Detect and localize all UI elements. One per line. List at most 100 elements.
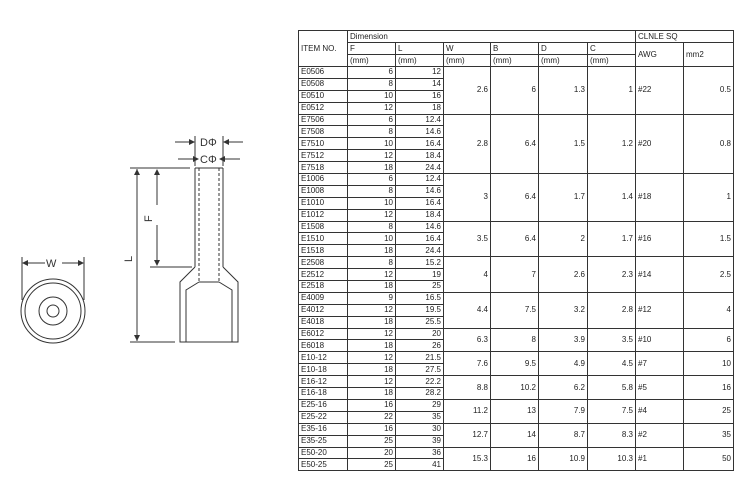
l-cell: 22.2: [395, 375, 444, 389]
d-cell: 1.3: [538, 66, 588, 115]
unit-d: (mm): [538, 54, 588, 67]
unit-l: (mm): [395, 54, 444, 67]
table-row: E4012 12 19.5: [298, 303, 734, 317]
f-cell: 12: [347, 375, 396, 389]
l-cell: 16.4: [395, 137, 444, 151]
b-cell: 10.2: [490, 375, 539, 400]
l-label: L: [123, 256, 135, 262]
item-no-cell: E0510: [298, 89, 348, 103]
item-no-cell: E2508: [298, 256, 348, 270]
l-cell: 14.6: [395, 220, 444, 234]
item-no-cell: E2512: [298, 268, 348, 282]
w-cell: 6.3: [443, 327, 491, 353]
w-cell: 8.8: [443, 375, 491, 400]
l-cell: 36: [395, 446, 444, 460]
d-cell: 1.7: [538, 173, 588, 222]
b-cell: 6.4: [490, 220, 539, 258]
awg-cell: #20: [635, 113, 684, 175]
w-cell: 12.7: [443, 422, 491, 448]
l-cell: 18.4: [395, 208, 444, 222]
d-cell: 3.9: [538, 327, 588, 353]
item-no-cell: E0512: [298, 101, 348, 115]
item-no-cell: E1010: [298, 196, 348, 210]
table-row: E2518 18 25: [298, 280, 734, 293]
col-header-w: W: [443, 42, 491, 55]
table-row: E25-16 16 29 11.2 13 7.9 7.5 #4 25: [298, 398, 734, 424]
f-cell: 6: [347, 113, 396, 127]
c-cell: 10.3: [587, 446, 636, 472]
d-cell: 3.2: [538, 291, 588, 329]
mm2-cell: 4: [683, 291, 734, 329]
f-cell: 18: [347, 387, 396, 400]
c-cell: 2.8: [587, 291, 636, 329]
w-cell: 15.3: [443, 446, 491, 472]
cross-section-header: CLNLE SQ: [635, 30, 734, 43]
item-no-header: ITEM NO.: [298, 30, 348, 67]
col-header-d: D: [538, 42, 588, 55]
l-cell: 15.2: [395, 256, 444, 270]
l-cell: 24.4: [395, 161, 444, 175]
f-cell: 10: [347, 89, 396, 103]
l-cell: 20: [395, 327, 444, 341]
c-cell: 4.5: [587, 351, 636, 377]
c-cell: 1.4: [587, 173, 636, 222]
item-no-cell: E35-16: [298, 422, 348, 436]
table-row: E7518 18 24.4: [298, 161, 734, 175]
l-cell: 25.5: [395, 315, 444, 329]
item-no-cell: E7506: [298, 113, 348, 127]
table-row: E2512 12 19: [298, 268, 734, 282]
table-row: E7512 12 18.4: [298, 149, 734, 163]
table-row: E10-12 12 21.5 7.6 9.5 4.9 4.5 #7 10: [298, 351, 734, 377]
d-cell: 2.6: [538, 256, 588, 293]
item-no-cell: E35-25: [298, 434, 348, 448]
f-cell: 12: [347, 208, 396, 222]
d-cell: 1.5: [538, 113, 588, 175]
mm2-cell: 0.8: [683, 113, 734, 175]
w-cell: 4: [443, 256, 491, 293]
table-row: E50-20 20 36 15.3 16 10.9 10.3 #1 50: [298, 446, 734, 472]
table-row: E50-25 25 41: [298, 458, 734, 472]
d-cell: 2: [538, 220, 588, 258]
item-no-cell: E1510: [298, 232, 348, 246]
table-row: E6018 18 26: [298, 339, 734, 353]
f-cell: 18: [347, 315, 396, 329]
item-no-cell: E50-25: [298, 458, 348, 472]
unit-b: (mm): [490, 54, 539, 67]
awg-cell: #14: [635, 256, 684, 293]
awg-cell: #18: [635, 173, 684, 222]
w-cell: 2.8: [443, 113, 491, 175]
table-row: E0508 8 14: [298, 77, 734, 91]
awg-cell: #2: [635, 422, 684, 448]
awg-cell: #10: [635, 327, 684, 353]
table-row: E10-18 18 27.5: [298, 363, 734, 377]
mm2-cell: 1.5: [683, 220, 734, 258]
table-row: E0510 10 16: [298, 89, 734, 103]
mm2-header: mm2: [683, 42, 734, 67]
f-cell: 18: [347, 339, 396, 353]
awg-cell: #16: [635, 220, 684, 258]
mm2-cell: 10: [683, 351, 734, 377]
f-cell: 12: [347, 327, 396, 341]
table-row: E6012 12 20 6.3 8 3.9 3.5 #10 6: [298, 327, 734, 353]
l-cell: 35: [395, 410, 444, 424]
table-row: E16-12 12 22.2 8.8 10.2 6.2 5.8 #5 16: [298, 375, 734, 400]
c-label: CΦ: [200, 154, 217, 166]
f-cell: 10: [347, 137, 396, 151]
mm2-cell: 0.5: [683, 66, 734, 115]
w-cell: 7.6: [443, 351, 491, 377]
l-cell: 14: [395, 77, 444, 91]
l-cell: 26: [395, 339, 444, 353]
mm2-cell: 16: [683, 375, 734, 400]
awg-cell: #5: [635, 375, 684, 400]
unit-f: (mm): [347, 54, 396, 67]
awg-cell: #4: [635, 398, 684, 424]
l-cell: 21.5: [395, 351, 444, 365]
w-cell: 3: [443, 173, 491, 222]
table-row: E1518 18 24.4: [298, 244, 734, 258]
f-cell: 6: [347, 66, 396, 79]
f-cell: 10: [347, 196, 396, 210]
item-no-cell: E1518: [298, 244, 348, 258]
unit-c: (mm): [587, 54, 636, 67]
item-no-cell: E4018: [298, 315, 348, 329]
item-no-cell: E2518: [298, 280, 348, 293]
